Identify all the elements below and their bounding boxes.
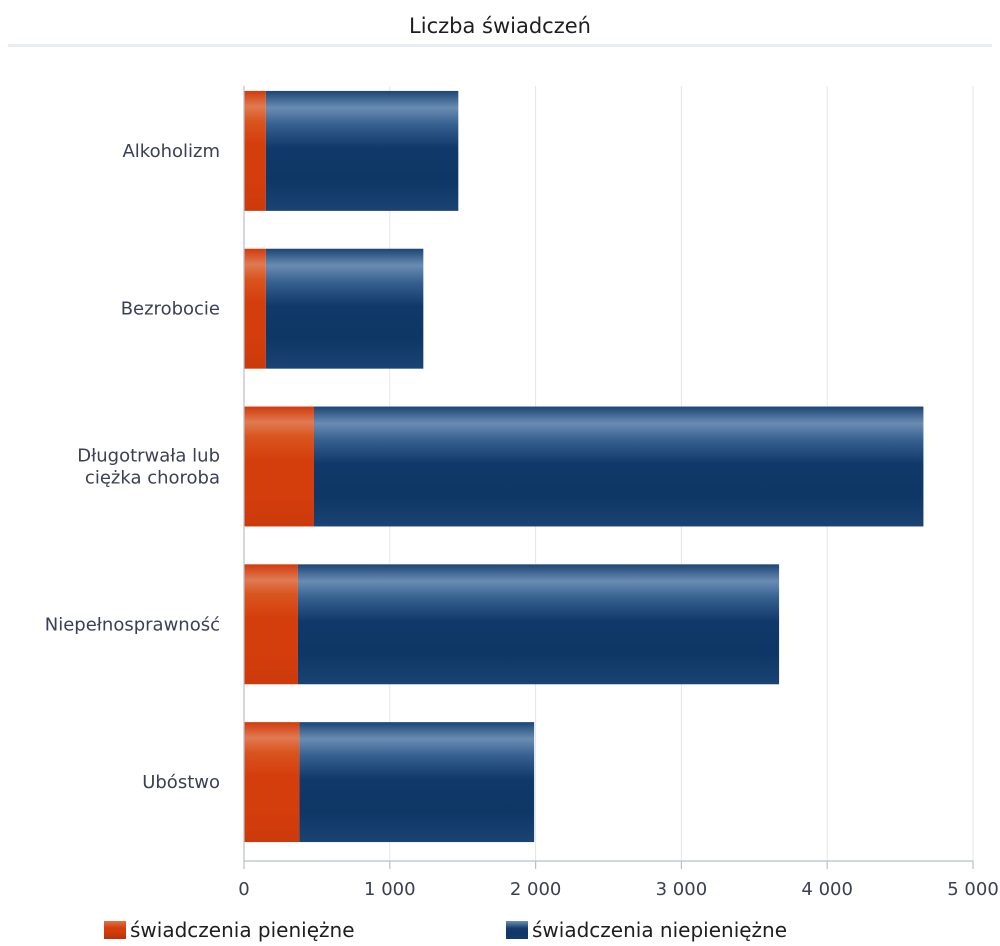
bar-cash-2[interactable] — [244, 406, 314, 527]
x-tick-label: 2 000 — [510, 879, 562, 900]
x-tick-label: 0 — [238, 879, 249, 900]
category-label-4: Ubóstwo — [142, 772, 220, 793]
title-divider — [8, 44, 992, 47]
legend-swatch-noncash — [506, 921, 528, 939]
legend: świadczenia pieniężne świadczenia niepie… — [0, 918, 1000, 944]
category-label-0: Alkoholizm — [122, 141, 220, 162]
x-tick-label: 5 000 — [947, 879, 999, 900]
legend-label-noncash: świadczenia niepieniężne — [532, 918, 788, 942]
bar-noncash-2[interactable] — [313, 406, 924, 527]
legend-swatch-cash — [104, 921, 126, 939]
legend-item-noncash[interactable]: świadczenia niepieniężne — [506, 918, 787, 942]
legend-item-cash[interactable]: świadczenia pieniężne — [104, 918, 355, 942]
x-tick-label: 1 000 — [364, 879, 416, 900]
x-tick-label: 4 000 — [801, 879, 853, 900]
bar-noncash-4[interactable] — [299, 722, 535, 843]
bar-noncash-1[interactable] — [265, 248, 424, 369]
legend-label-cash: świadczenia pieniężne — [130, 918, 355, 942]
chart-title: Liczba świadczeń — [409, 14, 591, 38]
bar-cash-0[interactable] — [244, 90, 266, 211]
x-tick-label: 3 000 — [656, 879, 708, 900]
category-label-1: Bezrobocie — [121, 299, 220, 320]
bar-cash-1[interactable] — [244, 248, 266, 369]
bar-noncash-0[interactable] — [265, 90, 459, 211]
bar-cash-3[interactable] — [244, 564, 298, 685]
category-label-3: Niepełnosprawność — [45, 614, 220, 635]
category-label-2: Długotrwała lub ciężka choroba — [77, 446, 220, 489]
bar-cash-4[interactable] — [244, 722, 300, 843]
bar-noncash-3[interactable] — [297, 564, 780, 685]
